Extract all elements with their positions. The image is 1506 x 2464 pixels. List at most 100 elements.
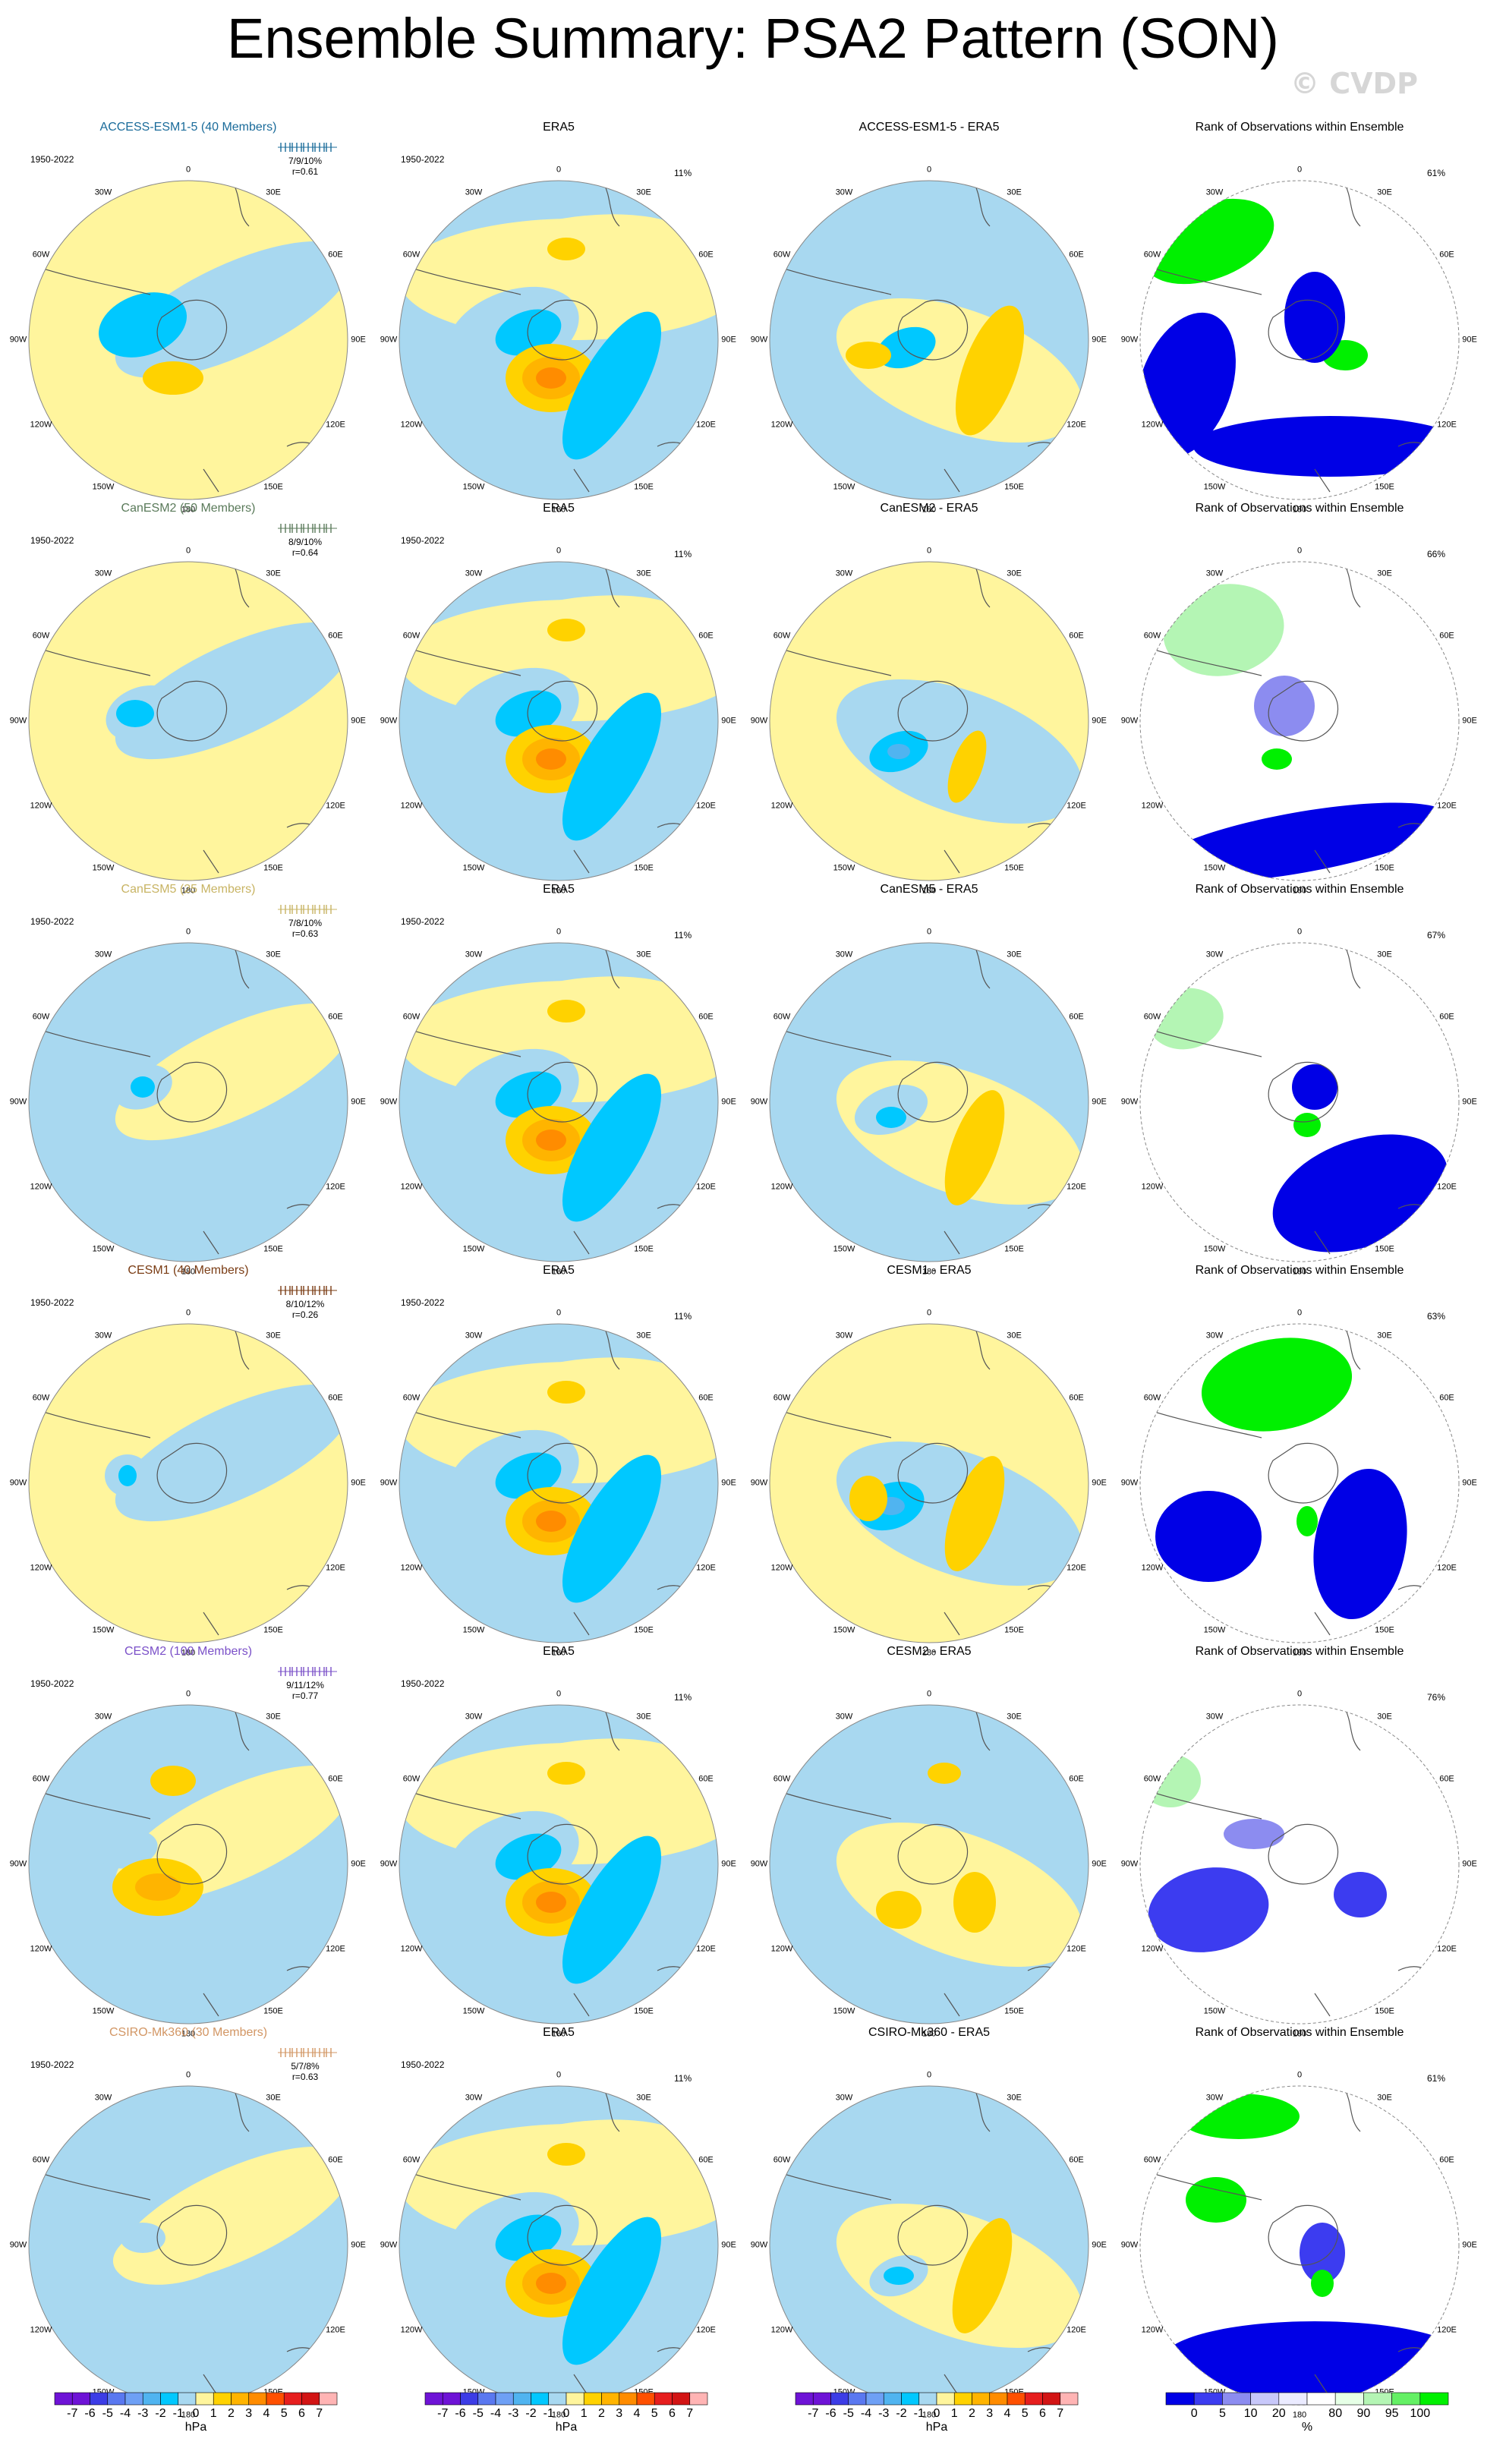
lon-label: 90W — [1120, 1478, 1139, 1488]
rank-polar-map — [1139, 2085, 1460, 2406]
lon-label: 150E — [1375, 863, 1394, 873]
lon-label: 150E — [1004, 1244, 1024, 1254]
lon-label: 120E — [1066, 2325, 1086, 2335]
lon-label: 150W — [1203, 2006, 1226, 2016]
lon-label: 120E — [696, 2325, 716, 2335]
lon-label: 60E — [698, 1012, 714, 1022]
anomaly-colorbar-3 — [795, 2392, 1079, 2406]
lon-label: 90W — [380, 1859, 398, 1869]
spread-values: 7/9/10% r=0.61 — [267, 156, 343, 178]
map-boundary — [1139, 942, 1460, 1262]
rank-region-0 — [1201, 1338, 1353, 1432]
map-boundary — [28, 942, 348, 1262]
field-feature-1 — [876, 1107, 906, 1128]
lon-label: 150W — [462, 2006, 485, 2016]
colorbar-swatch — [1363, 2392, 1392, 2406]
field-band — [115, 241, 348, 379]
colorbar-tick-label: 5 — [1218, 2407, 1226, 2420]
model-polar-map — [28, 942, 348, 1262]
obs-panel-title: ERA5 — [543, 1264, 575, 1277]
model-period: 1950-2022 — [30, 2059, 74, 2070]
map-boundary — [1139, 561, 1460, 881]
lon-label: 30W — [465, 187, 483, 197]
lon-label: 30E — [1377, 1331, 1392, 1341]
colorbar-tick-label: 2 — [969, 2407, 975, 2420]
obs-panel: 0 30E 60E 90E 120E 150E 180 150W 120W 90W 60W 30W ER… — [370, 121, 747, 524]
lon-label: 60W — [1143, 1393, 1161, 1403]
lon-label: 90E — [351, 335, 366, 345]
model-panel-title: ACCESS-ESM1-5 (40 Members) — [99, 121, 277, 134]
lon-label: 30W — [1205, 950, 1224, 959]
lon-label: 90E — [1462, 2240, 1477, 2250]
colorbar-swatch — [160, 2392, 179, 2406]
lon-label: 60E — [1069, 1012, 1084, 1022]
spread-values: 9/11/12% r=0.77 — [267, 1680, 343, 1702]
lon-label: 60E — [1439, 1774, 1454, 1784]
rank-panel: 0 30E 60E 90E 120E 150E 180 150W 120W 90W 60W 30W Ra… — [1111, 121, 1488, 524]
colorbar-swatch — [865, 2392, 884, 2406]
field-feature-2 — [928, 1763, 961, 1784]
pattern-correlation: r=0.63 — [291, 2071, 319, 2082]
colorbar-tick-label: -7 — [808, 2407, 819, 2420]
lon-label: 90E — [721, 1859, 736, 1869]
field-feature-1 — [953, 1872, 996, 1933]
lon-label: 150E — [634, 1244, 654, 1254]
difference-panel-title: CESM1 - ERA5 — [887, 1264, 972, 1277]
pattern-correlation: r=0.26 — [291, 1309, 319, 1320]
colorbar-swatch — [883, 2392, 902, 2406]
colorbar-tick-label: 4 — [633, 2407, 641, 2420]
colorbar-swatch — [654, 2392, 673, 2406]
lon-label: 60W — [773, 631, 791, 641]
obs-variance-percent: 11% — [674, 930, 692, 941]
field-negative-lobe — [562, 1835, 661, 1984]
lon-label: 90E — [351, 1097, 366, 1107]
colorbar-tick-label: -4 — [490, 2407, 502, 2420]
colorbar-tick-label: 7 — [686, 2407, 694, 2420]
map-boundary — [769, 1323, 1089, 1643]
lon-label: 150E — [634, 863, 654, 873]
colorbar-tick-label: 6 — [298, 2407, 305, 2420]
figure-title: Ensemble Summary: PSA2 Pattern (SON) — [227, 7, 1279, 70]
difference-panel-title: CanESM5 - ERA5 — [880, 883, 978, 896]
new-zealand-outline — [203, 1230, 219, 1255]
colorbar-swatch — [531, 2392, 550, 2406]
field-negative-core — [495, 1452, 562, 1499]
rank-region-3 — [1293, 1113, 1321, 1137]
spread-percent: 8/10/12% — [285, 1299, 325, 1309]
field-feature-2 — [135, 1873, 181, 1901]
lon-label: 90W — [750, 1478, 768, 1488]
lon-label: 30E — [636, 569, 651, 578]
obs-period: 1950-2022 — [401, 154, 445, 165]
diff-polar-map — [769, 1704, 1089, 2024]
colorbar-swatch — [54, 2392, 73, 2406]
colorbar-tick-label: -2 — [525, 2407, 537, 2420]
africa-outline — [1344, 1708, 1361, 1751]
new-zealand-outline — [944, 468, 960, 493]
lon-label: 120E — [1066, 420, 1086, 430]
lon-label: 120W — [30, 420, 52, 430]
pattern-correlation: r=0.64 — [291, 547, 319, 558]
lon-label: 90W — [380, 1097, 398, 1107]
africa-outline — [603, 184, 620, 227]
africa-outline — [1344, 1327, 1361, 1370]
lon-label: 0 — [926, 1308, 932, 1318]
lon-label: 90E — [1092, 1478, 1107, 1488]
antarctica-outline — [527, 1823, 598, 1885]
lon-label: 150E — [263, 482, 283, 492]
rank-polar-map — [1139, 561, 1460, 881]
lon-label: 30W — [94, 950, 112, 959]
antarctica-outline — [1268, 1442, 1339, 1504]
lon-label: 60E — [1439, 631, 1454, 641]
ensemble-spread-rug — [278, 143, 337, 152]
colorbar-swatch — [319, 2392, 338, 2406]
lon-label: 60E — [698, 1393, 714, 1403]
colorbar-swatch — [283, 2392, 302, 2406]
lon-label: 30E — [636, 1331, 651, 1341]
lon-label: 90E — [351, 1859, 366, 1869]
colorbar-swatch — [71, 2392, 90, 2406]
africa-outline — [1344, 946, 1361, 989]
africa-outline — [1344, 565, 1361, 608]
colorbar-swatch — [495, 2392, 514, 2406]
lon-label: 120W — [30, 1944, 52, 1954]
lon-label: 90E — [1462, 1478, 1477, 1488]
